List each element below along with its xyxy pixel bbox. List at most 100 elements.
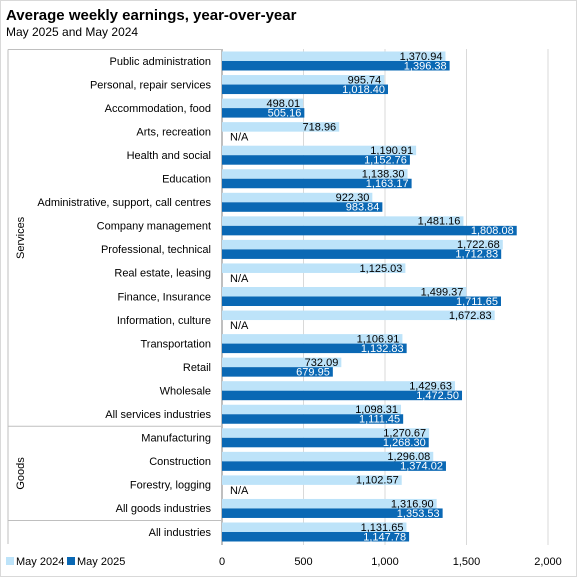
bar-may-2024 <box>222 357 342 368</box>
bar-may-2025 <box>222 178 412 189</box>
category-label: Finance, Insurance <box>117 291 211 303</box>
bar-may-2024 <box>222 122 340 132</box>
legend-label-may-2025: May 2025 <box>77 556 125 568</box>
bar-may-2024 <box>222 428 430 438</box>
bar-may-2024 <box>222 192 373 203</box>
category-label: Education <box>162 174 211 186</box>
data-label-may-2024: 1,270.67 <box>383 428 426 440</box>
data-label-may-2024: 1,125.03 <box>360 263 403 275</box>
data-label-may-2024: 1,722.68 <box>457 239 500 251</box>
data-label-may-2024: 1,131.65 <box>361 522 404 534</box>
bar-may-2025 <box>222 437 429 448</box>
category-label: Information, culture <box>117 315 211 327</box>
data-label-may-2024: 1,481.16 <box>418 216 461 228</box>
x-tick-label: 1,000 <box>371 556 399 568</box>
data-label-may-2024: 1,106.91 <box>357 333 400 345</box>
bar-may-2024 <box>222 381 456 391</box>
bar-may-2024 <box>222 475 402 485</box>
category-label: All goods industries <box>116 503 212 515</box>
data-label-may-2025: 1,374.02 <box>400 461 443 473</box>
data-label-may-2024: 1,672.83 <box>449 310 492 322</box>
chart-subtitle: May 2025 and May 2024 <box>6 25 139 39</box>
data-label-may-2024: 718.96 <box>303 121 337 133</box>
legend-swatch-may-2024 <box>6 557 14 565</box>
bar-may-2024 <box>222 75 385 85</box>
bar-may-2025 <box>222 532 410 542</box>
category-label: All services industries <box>105 409 211 421</box>
bar-may-2024 <box>222 287 467 297</box>
category-label: Health and social <box>127 150 211 162</box>
data-label-may-2025: 1,152.76 <box>364 155 407 167</box>
data-label-may-2024: 1,499.37 <box>421 286 464 298</box>
data-label-may-2025: N/A <box>230 273 249 285</box>
bar-may-2024 <box>222 51 446 61</box>
bar-may-2024 <box>222 239 503 250</box>
category-label: Accommodation, food <box>105 103 211 115</box>
bar-may-2025 <box>222 461 446 471</box>
bar-may-2025 <box>222 61 450 71</box>
category-label: Arts, recreation <box>136 126 211 138</box>
data-label-may-2025: 1,808.08 <box>471 225 514 237</box>
bar-may-2024 <box>222 334 403 344</box>
data-label-may-2024: 1,138.30 <box>362 169 405 181</box>
data-label-may-2025: N/A <box>230 485 249 497</box>
bar-may-2025 <box>222 367 333 377</box>
category-label: Administrative, support, call centres <box>37 197 211 209</box>
data-label-may-2024: 1,370.94 <box>400 51 443 63</box>
data-label-may-2024: 498.01 <box>267 98 301 110</box>
category-label: Real estate, leasing <box>114 268 211 280</box>
category-label: All industries <box>149 527 212 539</box>
bar-may-2024 <box>222 451 434 462</box>
bar-may-2025 <box>222 225 517 236</box>
legend-label-may-2024: May 2024 <box>16 556 64 568</box>
data-label-may-2024: 1,102.57 <box>356 475 399 487</box>
x-tick-label: 1,500 <box>453 556 481 568</box>
data-label-may-2025: 1,353.53 <box>397 508 440 520</box>
bar-may-2025 <box>222 84 388 95</box>
bar-may-2024 <box>222 310 495 321</box>
data-label-may-2024: 1,296.08 <box>387 451 430 463</box>
data-label-may-2025: N/A <box>230 132 249 144</box>
category-label: Company management <box>97 221 211 233</box>
data-label-may-2025: 1,018.40 <box>342 84 385 96</box>
data-label-may-2025: 505.16 <box>268 107 302 119</box>
bar-may-2025 <box>222 390 463 401</box>
data-label-may-2025: 1,712.83 <box>455 249 498 261</box>
data-label-may-2024: 922.30 <box>336 192 370 204</box>
data-label-may-2025: 1,111.45 <box>359 414 400 426</box>
bar-may-2024 <box>222 216 464 226</box>
bar-may-2024 <box>222 263 406 273</box>
group-label: Goods <box>15 457 27 490</box>
x-tick-label: 500 <box>294 556 312 568</box>
bar-may-2025 <box>222 508 443 518</box>
data-label-may-2024: 1,098.31 <box>355 404 398 416</box>
category-label: Transportation <box>140 338 211 350</box>
bar-may-2024 <box>222 498 437 509</box>
data-label-may-2025: 1,711.65 <box>456 296 498 308</box>
group-label: Services <box>15 216 27 259</box>
category-label: Professional, technical <box>101 244 211 256</box>
bar-may-2025 <box>222 108 305 118</box>
category-label: Manufacturing <box>141 433 211 445</box>
category-label: Public administration <box>110 56 212 68</box>
category-label: Retail <box>183 362 211 374</box>
bar-may-2025 <box>222 249 502 259</box>
data-label-may-2025: N/A <box>230 320 249 332</box>
data-label-may-2025: 1,132.83 <box>361 343 404 355</box>
data-label-may-2024: 995.74 <box>348 74 382 86</box>
bar-may-2024 <box>222 169 408 179</box>
category-label: Personal, repair services <box>90 79 212 91</box>
bar-may-2025 <box>222 155 410 165</box>
data-label-may-2025: 1,396.38 <box>404 60 447 72</box>
bar-may-2025 <box>222 343 407 354</box>
data-label-may-2024: 732.09 <box>305 357 339 369</box>
x-tick-label: 2,000 <box>534 556 562 568</box>
data-label-may-2024: 1,190.91 <box>370 145 413 157</box>
data-label-may-2025: 679.95 <box>296 366 330 378</box>
category-label: Forestry, logging <box>130 480 211 492</box>
bar-may-2025 <box>222 202 383 212</box>
bar-may-2024 <box>222 145 417 156</box>
bar-may-2025 <box>222 296 501 306</box>
data-label-may-2025: 1,268.30 <box>383 437 426 449</box>
